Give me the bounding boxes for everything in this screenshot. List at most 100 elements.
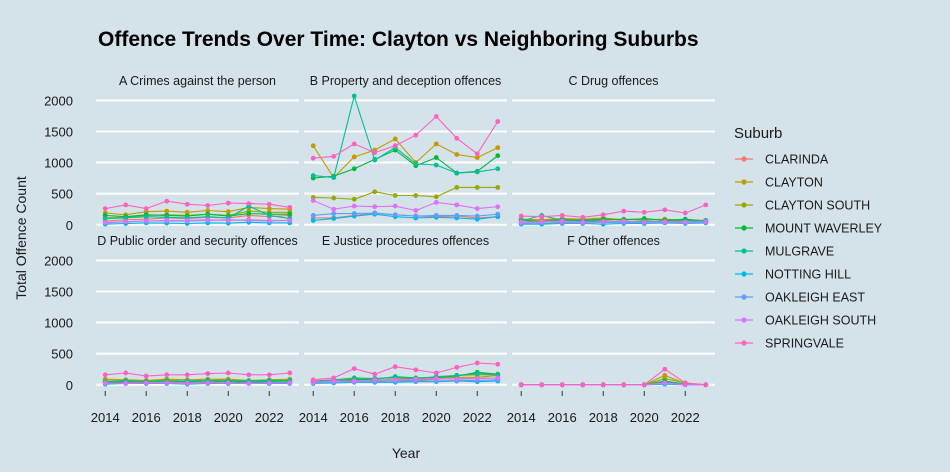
series-line bbox=[313, 380, 498, 385]
series-line bbox=[105, 205, 290, 220]
series-line bbox=[105, 200, 290, 210]
data-point bbox=[310, 155, 316, 161]
data-point bbox=[143, 206, 149, 212]
data-point bbox=[123, 219, 129, 225]
data-point bbox=[351, 93, 357, 99]
data-point bbox=[246, 201, 252, 207]
series-line bbox=[521, 204, 707, 218]
data-point bbox=[372, 371, 378, 377]
data-point bbox=[662, 366, 668, 372]
data-point bbox=[495, 375, 501, 381]
data-point bbox=[454, 364, 460, 370]
data-point bbox=[351, 203, 357, 209]
data-point bbox=[641, 382, 647, 388]
legend-item: MOUNT WAVERLEY bbox=[735, 222, 883, 236]
data-point bbox=[143, 380, 149, 386]
x-tick-label: 2020 bbox=[214, 410, 243, 425]
data-point bbox=[495, 145, 501, 151]
data-point bbox=[246, 217, 252, 223]
legend-label: MULGRAVE bbox=[765, 245, 834, 259]
data-point bbox=[287, 211, 293, 217]
chart-title: Offence Trends Over Time: Clayton vs Nei… bbox=[98, 28, 699, 51]
legend-label: SPRINGVALE bbox=[765, 337, 844, 351]
data-point bbox=[559, 382, 565, 388]
data-point bbox=[143, 218, 149, 224]
series-line bbox=[313, 377, 498, 383]
data-point bbox=[454, 152, 460, 157]
data-point bbox=[454, 213, 460, 218]
data-point bbox=[662, 207, 668, 213]
data-point bbox=[474, 169, 480, 175]
data-point bbox=[454, 185, 460, 190]
data-point bbox=[580, 219, 586, 225]
data-point bbox=[331, 375, 337, 381]
series-line bbox=[105, 219, 290, 223]
legend-item: CLARINDA bbox=[735, 153, 829, 167]
series-line bbox=[313, 362, 498, 381]
data-point bbox=[266, 372, 272, 378]
data-point bbox=[225, 200, 231, 206]
data-point bbox=[621, 208, 627, 214]
data-point bbox=[372, 204, 378, 210]
data-point bbox=[164, 372, 170, 378]
data-point bbox=[205, 371, 211, 376]
x-tick-label: 2014 bbox=[507, 410, 536, 425]
data-point bbox=[474, 371, 480, 376]
series-line bbox=[105, 379, 290, 383]
series-line bbox=[313, 373, 498, 383]
series-line bbox=[521, 220, 706, 223]
data-point bbox=[641, 209, 647, 215]
data-point bbox=[266, 201, 272, 207]
data-point bbox=[518, 213, 524, 219]
facet-strip-label: A Crimes against the person bbox=[119, 74, 276, 88]
series-line bbox=[313, 186, 498, 200]
data-point bbox=[413, 213, 419, 219]
legend-label: CLAYTON SOUTH bbox=[765, 199, 870, 213]
data-point bbox=[703, 219, 709, 225]
data-point bbox=[474, 185, 480, 190]
data-point bbox=[621, 382, 627, 388]
legend-key-point bbox=[741, 317, 747, 323]
series-line bbox=[105, 221, 290, 225]
data-point bbox=[495, 361, 501, 367]
data-point bbox=[225, 209, 231, 215]
facet-panel: C Drug offences bbox=[512, 74, 715, 227]
data-point bbox=[392, 212, 398, 218]
data-point bbox=[372, 210, 378, 216]
data-point bbox=[205, 380, 211, 386]
series-line bbox=[313, 149, 499, 179]
data-point bbox=[351, 196, 357, 202]
data-point bbox=[621, 218, 627, 224]
data-point bbox=[246, 211, 252, 216]
data-point bbox=[266, 206, 272, 212]
legend-item: OAKLEIGH SOUTH bbox=[735, 314, 876, 328]
data-point bbox=[433, 213, 439, 218]
data-point bbox=[184, 372, 190, 378]
legend-key-point bbox=[741, 294, 747, 300]
data-point bbox=[703, 382, 709, 388]
series-line bbox=[312, 199, 498, 212]
data-point bbox=[351, 378, 357, 384]
x-tick-label: 2014 bbox=[91, 410, 120, 425]
legend-item: NOTTING HILL bbox=[735, 268, 851, 282]
facet-panel: F Other offences 2014 2016 2018 2020 2022 bbox=[507, 234, 715, 425]
data-point bbox=[539, 219, 545, 225]
data-point bbox=[518, 382, 524, 388]
legend-label: MOUNT WAVERLEY bbox=[765, 222, 883, 236]
data-point bbox=[662, 380, 668, 386]
legend-label: OAKLEIGH EAST bbox=[765, 291, 865, 305]
series-line bbox=[105, 378, 290, 381]
data-point bbox=[205, 203, 211, 208]
data-point bbox=[392, 377, 398, 383]
legend: CLARINDA CLAYTON CLAYTON SOUTH MOUNT WAVERL… bbox=[735, 153, 883, 351]
data-point bbox=[454, 170, 460, 176]
data-point bbox=[433, 376, 439, 381]
data-point bbox=[495, 153, 501, 159]
data-point bbox=[392, 364, 398, 370]
legend-key-point bbox=[741, 271, 747, 277]
facet-strip-label: D Public order and security offences bbox=[97, 234, 298, 248]
data-point bbox=[474, 376, 480, 381]
legend-item: CLAYTON bbox=[735, 176, 823, 190]
data-point bbox=[433, 114, 439, 119]
legend-key-point bbox=[741, 179, 747, 185]
